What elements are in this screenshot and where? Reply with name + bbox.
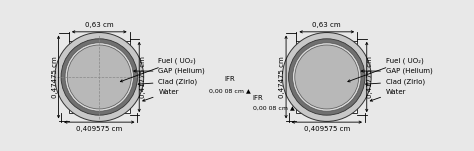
Text: 0,47475 cm: 0,47475 cm (52, 56, 58, 98)
Circle shape (61, 39, 137, 115)
Text: 0,00 08 cm ▲: 0,00 08 cm ▲ (209, 88, 251, 93)
Text: 0,41775 cm: 0,41775 cm (367, 56, 374, 98)
Text: 0,00 08 cm ▲: 0,00 08 cm ▲ (253, 106, 294, 111)
Circle shape (67, 45, 131, 109)
Circle shape (55, 33, 144, 121)
Text: 0,409575 cm: 0,409575 cm (304, 126, 350, 132)
Text: IFR: IFR (225, 76, 235, 82)
Bar (69, 41, 129, 113)
Text: 0,47475 cm: 0,47475 cm (279, 56, 285, 98)
Circle shape (289, 39, 365, 115)
Text: 0,409575 cm: 0,409575 cm (76, 126, 122, 132)
Text: Clad (Zirlo): Clad (Zirlo) (365, 78, 425, 85)
Text: 0,63 cm: 0,63 cm (85, 22, 114, 28)
Circle shape (65, 43, 134, 111)
Text: 0,63 cm: 0,63 cm (312, 22, 341, 28)
Circle shape (283, 33, 371, 121)
Text: Fuel ( UO₂): Fuel ( UO₂) (348, 57, 424, 82)
Text: GAP (Helium): GAP (Helium) (361, 68, 433, 74)
Text: Clad (Zirlo): Clad (Zirlo) (138, 78, 198, 85)
Text: Water: Water (370, 89, 407, 101)
Text: Water: Water (143, 89, 179, 101)
Bar (296, 41, 357, 113)
Text: GAP (Helium): GAP (Helium) (134, 68, 205, 74)
Circle shape (292, 43, 361, 111)
Circle shape (295, 45, 359, 109)
Text: Fuel ( UO₂): Fuel ( UO₂) (120, 57, 196, 82)
Text: 0,41775 cm: 0,41775 cm (140, 56, 146, 98)
Text: IFR: IFR (253, 95, 264, 101)
